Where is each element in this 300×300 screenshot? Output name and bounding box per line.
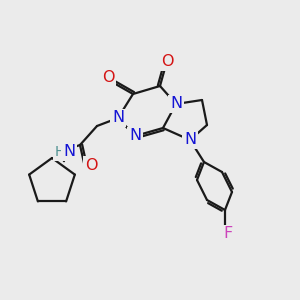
Text: H: H: [55, 145, 65, 159]
Text: N: N: [129, 128, 141, 143]
Text: O: O: [85, 158, 97, 172]
Text: N: N: [112, 110, 124, 125]
Text: N: N: [63, 145, 75, 160]
Text: N: N: [184, 133, 196, 148]
Text: N: N: [170, 97, 182, 112]
Text: O: O: [102, 70, 114, 86]
Text: F: F: [224, 226, 232, 242]
Text: O: O: [161, 55, 173, 70]
